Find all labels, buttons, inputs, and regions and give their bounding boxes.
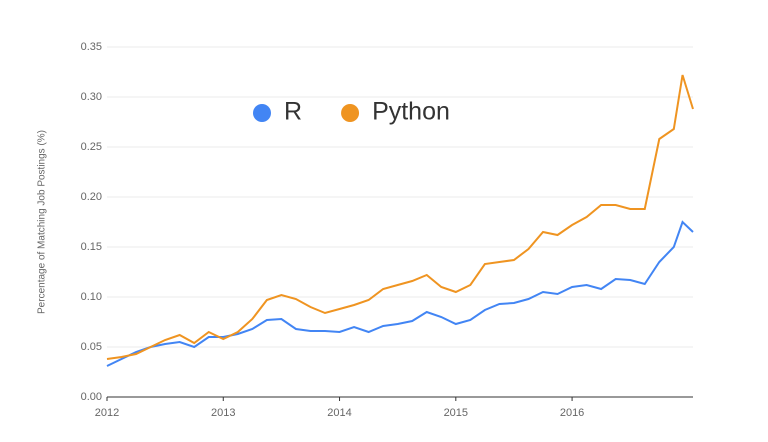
x-tick-label: 2016	[560, 407, 584, 419]
y-tick-label: 0.00	[81, 391, 102, 403]
legend-label: Python	[372, 98, 450, 126]
x-tick-label: 2014	[327, 407, 351, 419]
x-tick-label: 2012	[95, 407, 119, 419]
x-tick-label: 2013	[211, 407, 235, 419]
y-tick-label: 0.25	[81, 141, 102, 153]
x-tick-label: 2015	[444, 407, 468, 419]
y-axis-label: Percentage of Matching Job Postings (%)	[37, 130, 48, 314]
line-series	[106, 74, 694, 360]
y-tick-label: 0.35	[81, 41, 102, 53]
y-tick-label: 0.10	[81, 291, 102, 303]
line-series	[106, 220, 694, 367]
legend-label: R	[284, 98, 302, 126]
y-tick-label: 0.20	[81, 191, 102, 203]
legend-marker	[341, 104, 360, 122]
legend-marker	[253, 104, 271, 122]
y-tick-label: 0.05	[81, 341, 102, 353]
y-tick-label: 0.30	[81, 91, 102, 103]
y-tick-label: 0.15	[81, 241, 102, 253]
